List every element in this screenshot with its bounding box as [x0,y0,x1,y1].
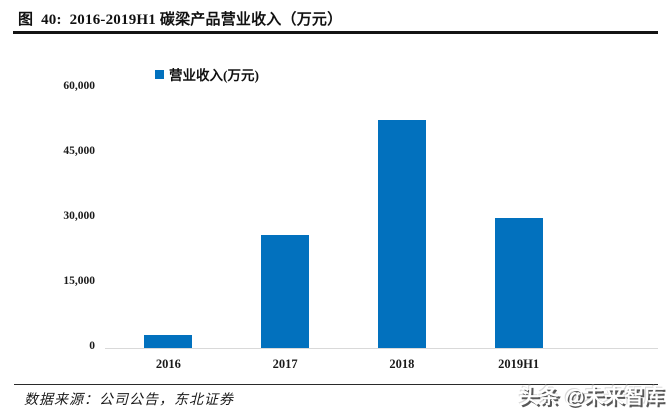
y-axis-tick-label: 30,000 [63,210,95,222]
y-axis-tick-label: 45,000 [63,145,95,157]
y-axis-tick-label: 0 [89,340,95,352]
footer-divider-line [14,384,658,385]
y-axis-tick-label: 60,000 [63,80,95,92]
legend-label: 营业收入(万元) [169,68,259,83]
x-axis-label-2016: 2016 [155,357,181,371]
x-axis-label-2018: 2018 [389,357,415,371]
bar-2017 [261,235,310,348]
data-source-note: 数据来源：公司公告，东北证券 [24,393,234,408]
legend-swatch-icon [155,69,164,79]
watermark-text: 头条 @未来智库 [518,386,664,408]
y-axis-tick-label: 15,000 [63,275,95,287]
title-divider-line [13,31,658,34]
chart-legend: 营业收入(万元) [155,64,259,84]
x-axis-label-2017: 2017 [272,357,298,371]
bar-2016 [144,335,193,348]
x-axis-label-2019H1: 2019H1 [498,357,540,371]
bar-2019H1 [494,218,543,348]
figure-title: 图 40: 2016-2019H1 碳梁产品营业收入（万元） [18,12,343,28]
bar-2018 [377,120,426,348]
bar-chart-plot-area [105,88,658,349]
